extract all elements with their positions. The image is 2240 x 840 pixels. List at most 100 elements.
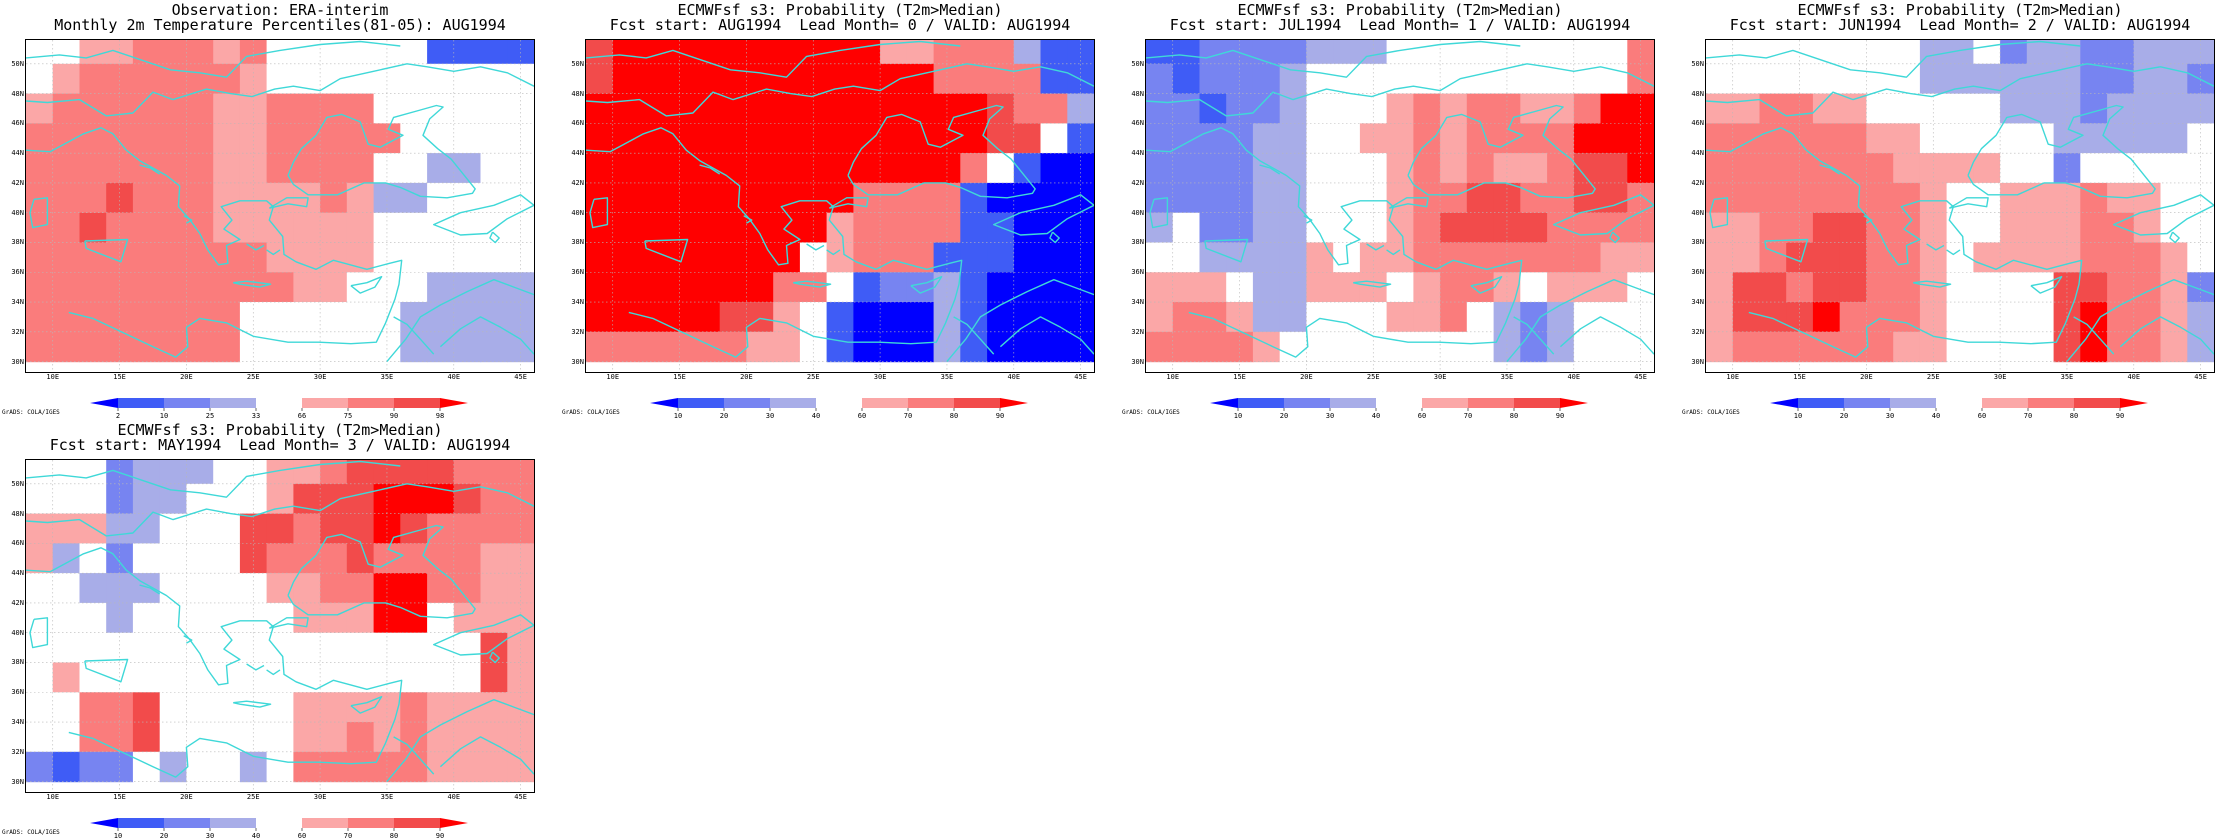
heat-cell: [1573, 212, 1602, 244]
heat-cell: [507, 632, 534, 664]
map-plot: [585, 39, 1095, 373]
heat-cell: [213, 40, 241, 65]
heat-cell: [773, 331, 801, 363]
heat-cell: [186, 182, 214, 214]
heat-cell: [1547, 302, 1575, 333]
heat-cell: [692, 182, 721, 214]
heat-cell: [960, 212, 988, 244]
heat-cell: [186, 93, 214, 124]
heat-cell: [186, 123, 214, 154]
coastline-layer: [1146, 40, 1654, 363]
lat-tick-label: 50N: [1691, 59, 1704, 68]
heat-cell: [213, 212, 241, 244]
heat-cell: [52, 751, 80, 783]
heat-cell: [746, 212, 774, 244]
heat-cell: [1893, 331, 1921, 363]
heat-cell: [346, 123, 375, 154]
heat-cell: [320, 182, 348, 214]
heat-cell: [507, 212, 534, 244]
heat-cell: [346, 573, 375, 604]
heat-cell: [320, 722, 348, 753]
heat-cell: [2026, 331, 2055, 363]
heat-cell: [987, 302, 1015, 333]
lon-tick-label: 35E: [380, 793, 394, 801]
heat-cell: [1040, 40, 1068, 65]
lon-tick-label: 45E: [1634, 373, 1647, 381]
heat-cell: [1413, 242, 1441, 273]
coastline: [1764, 238, 1809, 263]
heat-cell: [1252, 153, 1281, 184]
heat-cell: [132, 63, 161, 95]
heat-cell: [453, 302, 482, 333]
heat-cell: [1547, 63, 1575, 95]
heat-cell: [480, 692, 508, 723]
heat-cell: [2026, 212, 2055, 244]
heat-cell: [1040, 242, 1068, 273]
heat-cell: [453, 40, 482, 65]
heat-cell: [159, 63, 187, 95]
heat-cell: [853, 93, 881, 124]
coastline-layer: [26, 40, 534, 363]
colorbar: 10 20 30 40 60 70 80 90: [1210, 398, 1588, 420]
heat-cell: [52, 692, 80, 723]
heat-cell: [26, 153, 54, 184]
heat-cell: [132, 182, 161, 214]
heat-cell: [1866, 242, 1894, 273]
heat-cell: [1013, 212, 1042, 244]
heat-cell: [373, 93, 401, 124]
coastline: [268, 617, 309, 629]
coastline: [386, 279, 534, 363]
heat-cell: [346, 93, 375, 124]
heat-cell: [1600, 242, 1628, 273]
heat-cell: [186, 40, 214, 65]
heat-cell: [692, 242, 721, 273]
heat-cell: [1866, 331, 1894, 363]
heat-cell: [2107, 40, 2135, 65]
heat-cell: [1172, 40, 1200, 65]
lat-tick-label: 42N: [11, 178, 24, 187]
heat-cell: [1893, 93, 1921, 124]
heat-cell: [132, 153, 161, 184]
heat-cell: [453, 182, 482, 214]
heatmap-svg: [1146, 40, 1654, 372]
heat-cell: [1706, 302, 1734, 333]
heat-cell: [26, 40, 54, 65]
heat-cell: [320, 513, 348, 544]
heat-cell: [639, 153, 667, 184]
heat-cell: [1333, 40, 1361, 65]
coastline: [999, 316, 1094, 355]
heat-cell: [1866, 40, 1894, 65]
heat-cell: [79, 662, 107, 693]
heat-cell: [373, 692, 401, 723]
colorbar-segment: [724, 398, 771, 408]
heat-cell: [586, 93, 614, 124]
heat-cell: [213, 331, 241, 363]
heat-cell: [26, 573, 54, 604]
colorbar-label: 40: [252, 832, 260, 840]
coastline: [1470, 276, 1503, 294]
map-panel: ECMWFsf s3: Probability (T2m>Median) Fcst…: [0, 420, 560, 840]
heat-cell: [1252, 182, 1281, 214]
heat-cell: [1279, 63, 1307, 95]
heat-cell: [1547, 242, 1575, 273]
heat-cell: [612, 302, 640, 333]
heat-cell: [79, 182, 107, 214]
lon-tick-label: 20E: [740, 373, 753, 381]
heat-cell: [186, 272, 214, 303]
colorbar-label: 2: [116, 412, 120, 420]
heat-cell: [906, 331, 935, 363]
heat-cell: [960, 182, 988, 214]
map-plot: [1705, 39, 2215, 373]
heat-cell: [1493, 153, 1521, 184]
colorbar-segment: [302, 818, 349, 828]
coastline: [1259, 164, 1281, 175]
heat-cell: [773, 40, 801, 65]
graticule: [1706, 40, 2214, 372]
heat-cell: [2107, 302, 2135, 333]
heat-cell: [586, 272, 614, 303]
heat-cell: [159, 153, 187, 184]
heat-cell: [266, 123, 294, 154]
heat-cell: [186, 692, 214, 723]
heat-cell: [2160, 63, 2188, 95]
heat-cell: [346, 63, 375, 95]
